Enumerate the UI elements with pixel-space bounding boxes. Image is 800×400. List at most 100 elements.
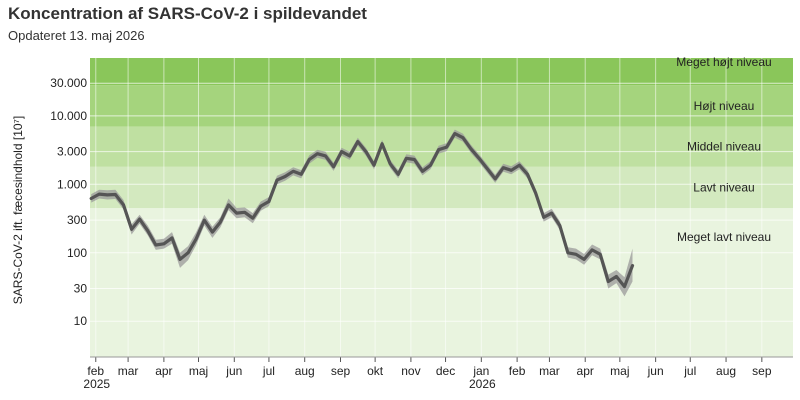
data-point bbox=[550, 211, 553, 215]
data-point bbox=[429, 164, 432, 167]
data-point bbox=[526, 173, 529, 176]
data-point bbox=[348, 154, 351, 158]
data-point bbox=[405, 157, 408, 160]
x-year-label: 2025 bbox=[83, 377, 110, 391]
x-tick-label: aug bbox=[716, 364, 736, 378]
chart-title: Koncentration af SARS-CoV-2 i spildevand… bbox=[8, 4, 367, 23]
data-point bbox=[227, 203, 230, 207]
data-point bbox=[607, 280, 610, 283]
x-tick-label: jan bbox=[472, 364, 489, 378]
data-point bbox=[283, 175, 287, 178]
band-4 bbox=[90, 58, 793, 86]
data-point bbox=[292, 170, 295, 173]
data-point bbox=[146, 229, 149, 232]
band-0 bbox=[90, 208, 793, 357]
data-point bbox=[203, 218, 206, 222]
x-tick-label: jun bbox=[647, 364, 664, 378]
data-point bbox=[211, 230, 214, 234]
series bbox=[89, 129, 635, 297]
data-point bbox=[275, 178, 279, 182]
data-point bbox=[106, 193, 109, 197]
band-label-2: Middel niveau bbox=[687, 140, 761, 154]
data-point bbox=[542, 216, 545, 219]
x-tick-label: feb bbox=[87, 364, 104, 378]
data-point bbox=[178, 258, 182, 261]
x-tick-label: sep bbox=[331, 364, 351, 378]
y-tick-label: 100 bbox=[67, 246, 87, 260]
data-point bbox=[566, 251, 570, 254]
data-point bbox=[615, 275, 618, 278]
x-tick-label: okt bbox=[367, 364, 384, 378]
x-tick-label: sep bbox=[752, 364, 772, 378]
band-label-1: Lavt niveau bbox=[693, 180, 754, 194]
band-3 bbox=[90, 85, 793, 127]
x-tick-label: jul bbox=[683, 364, 696, 378]
y-tick-label: 10.000 bbox=[50, 109, 87, 123]
data-point bbox=[574, 253, 578, 256]
data-point bbox=[469, 147, 473, 150]
data-point bbox=[300, 173, 303, 176]
data-point bbox=[332, 165, 335, 168]
data-point bbox=[170, 236, 174, 240]
data-point bbox=[316, 152, 319, 155]
data-point bbox=[413, 158, 416, 161]
data-point bbox=[130, 228, 133, 231]
level-bands bbox=[90, 58, 793, 357]
data-point bbox=[380, 142, 384, 145]
data-point bbox=[590, 248, 594, 252]
x-tick-label: apr bbox=[155, 364, 172, 378]
x-tick-label: apr bbox=[577, 364, 594, 378]
y-tick-label: 10 bbox=[74, 314, 88, 328]
data-point bbox=[251, 217, 254, 220]
data-point bbox=[235, 211, 238, 215]
data-point bbox=[477, 157, 481, 160]
data-point bbox=[453, 132, 456, 135]
data-point bbox=[219, 220, 222, 224]
x-tick-label: nov bbox=[401, 364, 420, 378]
data-point bbox=[324, 154, 327, 158]
data-point bbox=[114, 193, 117, 196]
data-point bbox=[195, 237, 198, 240]
data-point bbox=[397, 173, 400, 176]
band-label-0: Meget lavt niveau bbox=[677, 230, 771, 244]
x-tick-label: feb bbox=[509, 364, 526, 378]
data-point bbox=[308, 158, 311, 161]
data-point bbox=[502, 166, 505, 169]
y-tick-label: 300 bbox=[67, 213, 87, 227]
data-point bbox=[340, 150, 343, 153]
x-year-label: 2026 bbox=[469, 377, 496, 391]
data-point bbox=[518, 164, 521, 167]
data-point bbox=[510, 169, 513, 172]
data-point bbox=[356, 140, 359, 143]
data-point bbox=[154, 243, 157, 247]
x-tick-label: maj bbox=[610, 364, 629, 378]
data-point bbox=[437, 148, 440, 151]
x-tick-label: jul bbox=[262, 364, 275, 378]
series-line bbox=[89, 132, 635, 289]
data-point bbox=[388, 162, 392, 165]
data-point bbox=[445, 145, 448, 149]
data-point bbox=[186, 251, 190, 254]
data-point bbox=[582, 258, 586, 261]
data-point bbox=[558, 224, 561, 227]
data-point bbox=[631, 264, 634, 267]
x-tick-label: aug bbox=[295, 364, 315, 378]
data-point bbox=[138, 217, 141, 221]
data-point bbox=[494, 177, 497, 181]
y-tick-label: 3.000 bbox=[57, 145, 87, 159]
data-point bbox=[623, 285, 626, 288]
y-tick-label: 30.000 bbox=[50, 76, 87, 90]
data-point bbox=[122, 203, 125, 207]
data-point bbox=[421, 170, 424, 173]
x-tick-label: mar bbox=[539, 364, 560, 378]
data-point bbox=[243, 211, 246, 214]
data-point bbox=[534, 191, 537, 195]
data-point bbox=[461, 136, 465, 139]
data-point bbox=[98, 192, 101, 196]
axes: 10301003001.0003.00010.00030.000feb2025m… bbox=[50, 76, 793, 391]
y-tick-label: 30 bbox=[74, 282, 88, 296]
chart-subtitle: Opdateret 13. maj 2026 bbox=[8, 28, 145, 43]
band-1 bbox=[90, 166, 793, 209]
band-label-4: Meget højt niveau bbox=[676, 55, 771, 69]
